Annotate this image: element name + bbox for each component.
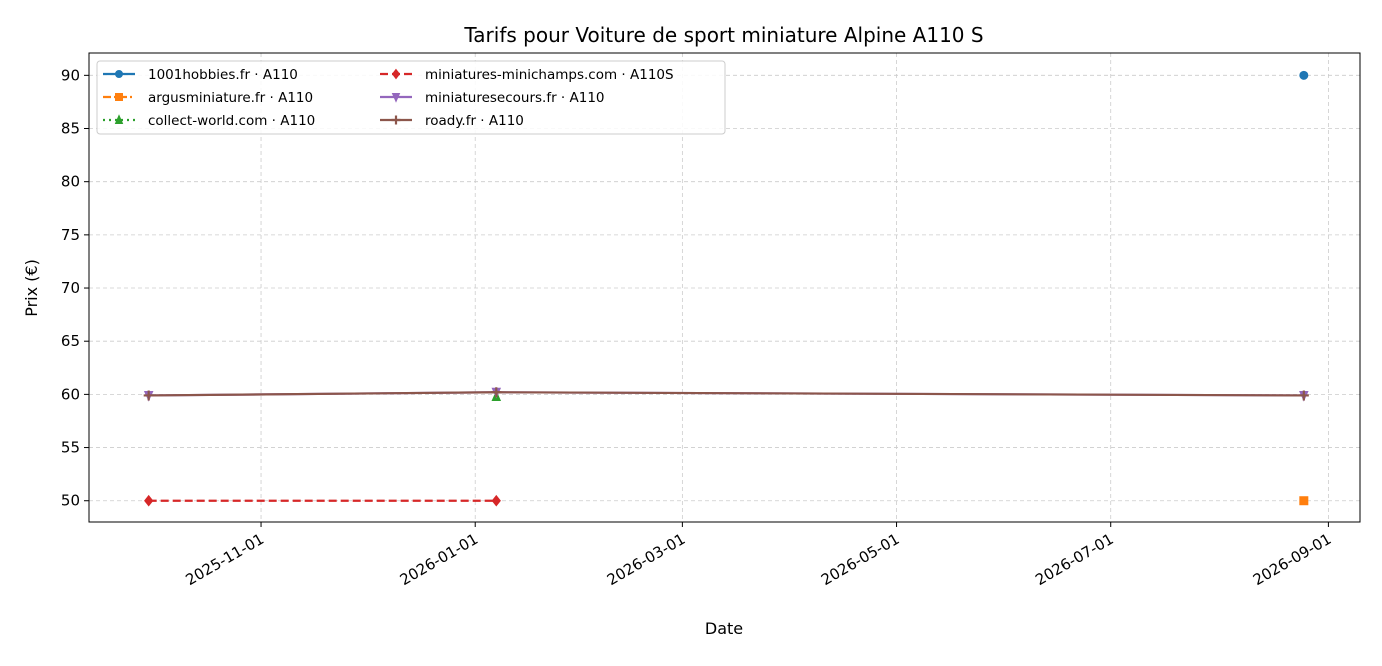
marker xyxy=(1299,70,1309,80)
legend: 1001hobbies.fr · A110 argusminiature.fr ·… xyxy=(96,60,726,135)
legend-label: argusminiature.fr · A110 xyxy=(148,90,313,106)
x-tick-label: 2026-01-01 xyxy=(397,530,482,589)
y-axis-label: Prix (€) xyxy=(22,259,41,317)
legend-marker xyxy=(391,68,401,80)
legend-marker xyxy=(391,93,401,103)
legend-label: miniaturesecours.fr · A110 xyxy=(425,90,605,106)
x-tick-label: 2026-03-01 xyxy=(604,530,689,589)
marker xyxy=(491,387,502,398)
legend-marker xyxy=(114,114,124,124)
chart-title: Tarifs pour Voiture de sport miniature A… xyxy=(463,23,983,47)
marker xyxy=(143,390,154,401)
x-tick-label: 2026-07-01 xyxy=(1032,530,1117,589)
y-tick-label: 70 xyxy=(61,279,80,297)
y-tick-label: 60 xyxy=(61,385,80,403)
marker xyxy=(1298,390,1309,401)
y-tick-label: 65 xyxy=(61,332,80,350)
marker xyxy=(1299,496,1309,506)
x-tick-label: 2025-11-01 xyxy=(183,530,268,589)
x-tick-label: 2026-05-01 xyxy=(818,530,903,589)
y-tick-label: 55 xyxy=(61,439,80,457)
marker xyxy=(144,494,154,507)
legend-label: 1001hobbies.fr · A110 xyxy=(148,67,298,83)
y-tick-label: 75 xyxy=(61,226,80,244)
legend-marker xyxy=(115,70,123,78)
legend-label: collect-world.com · A110 xyxy=(148,113,315,129)
plot-frame xyxy=(88,52,1361,523)
x-axis-label: Date xyxy=(705,619,743,638)
legend-marker xyxy=(115,93,123,101)
legend-marker xyxy=(391,115,401,125)
legend-label: roady.fr · A110 xyxy=(425,113,524,129)
x-tick-label: 2026-09-01 xyxy=(1250,530,1335,589)
y-tick-label: 85 xyxy=(61,120,80,138)
marker xyxy=(491,494,501,507)
y-tick-label: 50 xyxy=(61,492,80,510)
series-line xyxy=(148,391,1304,397)
y-tick-label: 80 xyxy=(61,173,80,191)
y-tick-label: 90 xyxy=(61,66,80,84)
legend-label: miniatures-minichamps.com · A110S xyxy=(425,67,674,83)
